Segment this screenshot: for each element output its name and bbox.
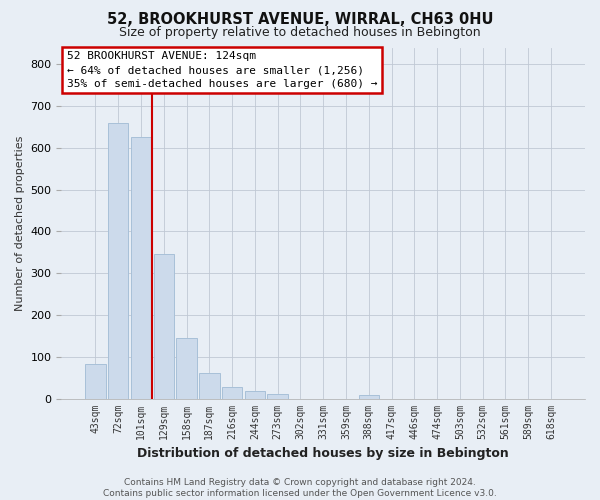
Y-axis label: Number of detached properties: Number of detached properties [15, 136, 25, 310]
Bar [222, 388, 242, 398]
Bar [176, 338, 197, 398]
X-axis label: Distribution of detached houses by size in Bebington: Distribution of detached houses by size … [137, 447, 509, 460]
Text: 52 BROOKHURST AVENUE: 124sqm
← 64% of detached houses are smaller (1,256)
35% of: 52 BROOKHURST AVENUE: 124sqm ← 64% of de… [67, 51, 377, 89]
Bar [154, 254, 174, 398]
Text: 52, BROOKHURST AVENUE, WIRRAL, CH63 0HU: 52, BROOKHURST AVENUE, WIRRAL, CH63 0HU [107, 12, 493, 28]
Bar [108, 122, 128, 398]
Bar [85, 364, 106, 398]
Bar [359, 395, 379, 398]
Text: Contains HM Land Registry data © Crown copyright and database right 2024.
Contai: Contains HM Land Registry data © Crown c… [103, 478, 497, 498]
Bar [131, 138, 151, 398]
Bar [268, 394, 288, 398]
Text: Size of property relative to detached houses in Bebington: Size of property relative to detached ho… [119, 26, 481, 39]
Bar [245, 391, 265, 398]
Bar [199, 374, 220, 398]
